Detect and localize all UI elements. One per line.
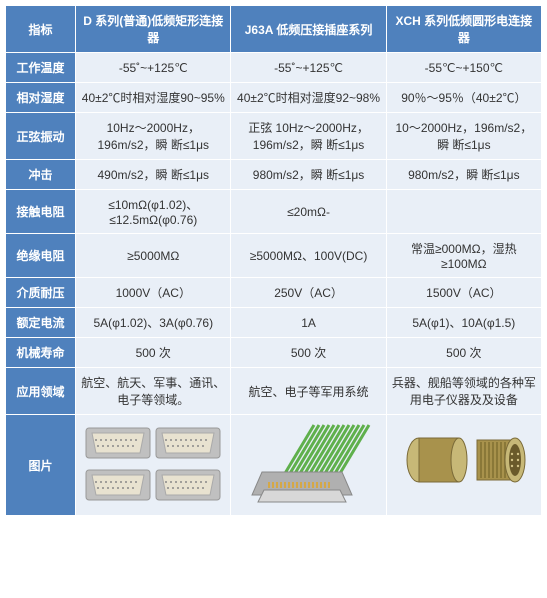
xch-image (389, 420, 539, 510)
row-label-image: 图片 (6, 415, 76, 516)
cell-j: -55˚~+125℃ (231, 53, 386, 83)
cell-d: 5A(φ1.02)、3A(φ0.76) (76, 308, 231, 338)
cell-x: 1500V（AC） (386, 278, 541, 308)
cell-d: 490m/s2，瞬 断≤1μs (76, 160, 231, 190)
col-header-xch: XCH 系列低频圆形电连接器 (386, 6, 541, 53)
row-label: 机械寿命 (6, 338, 76, 368)
cell-j: ≤20mΩ- (231, 190, 386, 234)
col-header-d-series: D 系列(普通)低频矩形连接器 (76, 6, 231, 53)
image-row: 图片 (6, 415, 542, 516)
row-label: 应用领域 (6, 368, 76, 415)
cell-x: 90％～95％（40±2℃） (386, 83, 541, 113)
cell-x: 5A(φ1)、10A(φ1.5) (386, 308, 541, 338)
cell-j: 1A (231, 308, 386, 338)
cell-j: 正弦 10Hz～2000Hz，196m/s2，瞬 断≤1μs (231, 113, 386, 160)
d-series-image (78, 420, 228, 510)
cell-d: 40±2℃时相对湿度90~95% (76, 83, 231, 113)
cell-j: 40±2℃时相对湿度92~98% (231, 83, 386, 113)
header-row: 指标 D 系列(普通)低频矩形连接器 J63A 低频压接插座系列 XCH 系列低… (6, 6, 542, 53)
row-label: 额定电流 (6, 308, 76, 338)
row-label: 冲击 (6, 160, 76, 190)
table-row: 接触电阻≤10mΩ(φ1.02)、≤12.5mΩ(φ0.76)≤20mΩ- (6, 190, 542, 234)
col-header-indicator: 指标 (6, 6, 76, 53)
cell-d: -55˚~+125℃ (76, 53, 231, 83)
col-header-j63a: J63A 低频压接插座系列 (231, 6, 386, 53)
row-label: 相对湿度 (6, 83, 76, 113)
cell-d: ≤10mΩ(φ1.02)、≤12.5mΩ(φ0.76) (76, 190, 231, 234)
table-row: 机械寿命500 次500 次500 次 (6, 338, 542, 368)
row-label: 正弦振动 (6, 113, 76, 160)
cell-x (386, 190, 541, 234)
table-row: 介质耐压1000V（AC）250V（AC）1500V（AC） (6, 278, 542, 308)
cell-j: ≥5000MΩ、100V(DC) (231, 234, 386, 278)
image-cell-j (231, 415, 386, 516)
cell-x: 兵器、舰船等领域的各种军用电子仪器及及设备 (386, 368, 541, 415)
cell-j: 航空、电子等军用系统 (231, 368, 386, 415)
table-row: 正弦振动10Hz～2000Hz，196m/s2，瞬 断≤1μs正弦 10Hz～2… (6, 113, 542, 160)
j63a-image (234, 420, 384, 510)
cell-x: 980m/s2，瞬 断≤1μs (386, 160, 541, 190)
table-row: 应用领域航空、航天、军事、通讯、电子等领域。航空、电子等军用系统兵器、舰船等领域… (6, 368, 542, 415)
cell-x: 500 次 (386, 338, 541, 368)
cell-d: ≥5000MΩ (76, 234, 231, 278)
cell-x: 10～2000Hz，196m/s2，瞬 断≤1μs (386, 113, 541, 160)
table-row: 相对湿度40±2℃时相对湿度90~95%40±2℃时相对湿度92~98%90％～… (6, 83, 542, 113)
table-row: 工作温度-55˚~+125℃-55˚~+125℃-55℃~+150℃ (6, 53, 542, 83)
row-label: 工作温度 (6, 53, 76, 83)
cell-x: 常温≥000MΩ，湿热≥100MΩ (386, 234, 541, 278)
cell-d: 航空、航天、军事、通讯、电子等领域。 (76, 368, 231, 415)
table-row: 额定电流5A(φ1.02)、3A(φ0.76)1A5A(φ1)、10A(φ1.5… (6, 308, 542, 338)
row-label: 介质耐压 (6, 278, 76, 308)
cell-j: 250V（AC） (231, 278, 386, 308)
cell-j: 980m/s2，瞬 断≤1μs (231, 160, 386, 190)
cell-d: 1000V（AC） (76, 278, 231, 308)
spec-table: 指标 D 系列(普通)低频矩形连接器 J63A 低频压接插座系列 XCH 系列低… (5, 5, 542, 516)
row-label: 绝缘电阻 (6, 234, 76, 278)
image-cell-d (76, 415, 231, 516)
cell-d: 500 次 (76, 338, 231, 368)
cell-d: 10Hz～2000Hz，196m/s2，瞬 断≤1μs (76, 113, 231, 160)
table-row: 绝缘电阻≥5000MΩ≥5000MΩ、100V(DC)常温≥000MΩ，湿热≥1… (6, 234, 542, 278)
cell-j: 500 次 (231, 338, 386, 368)
table-row: 冲击490m/s2，瞬 断≤1μs980m/s2，瞬 断≤1μs980m/s2，… (6, 160, 542, 190)
cell-x: -55℃~+150℃ (386, 53, 541, 83)
row-label: 接触电阻 (6, 190, 76, 234)
image-cell-x (386, 415, 541, 516)
